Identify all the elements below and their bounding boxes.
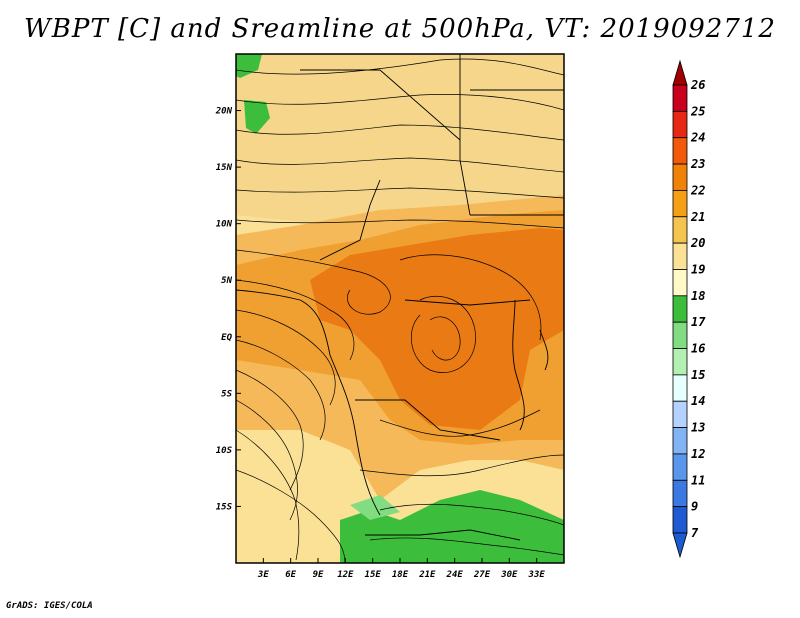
streamlines (236, 58, 564, 563)
x-tick-label: 30E (500, 570, 518, 580)
colorbar-swatch (672, 479, 688, 508)
green-patch-south (340, 490, 564, 563)
x-tick-label: 12E (337, 570, 354, 580)
colorbar-level-label: 15 (691, 368, 705, 382)
green-patch-south-light (350, 495, 400, 520)
green-patch-nw (236, 54, 262, 78)
colorbar-swatch (672, 110, 688, 139)
colorbar-level-label: 9 (691, 500, 698, 514)
colorbar-level-label: 14 (691, 394, 705, 408)
colorbar-level-label: 11 (691, 473, 705, 487)
y-tick-label: EQ (221, 333, 232, 343)
colorbar-swatch (672, 190, 688, 218)
country-borders (236, 54, 564, 541)
field-band-hot (310, 228, 564, 430)
wbpt-field (236, 54, 564, 563)
x-tick-label: 6E (285, 570, 296, 580)
x-tick-label: 9E (313, 570, 324, 580)
colorbar-swatch (672, 216, 688, 244)
colorbar-level-label: 23 (690, 157, 705, 171)
colorbar-top-arrow (672, 59, 688, 86)
colorbar-level-label: 17 (691, 315, 706, 329)
x-tick-label: 27E (473, 570, 491, 580)
colorbar-level-label: 24 (690, 131, 705, 145)
colorbar-swatch (672, 427, 688, 455)
x-tick-label: 24E (446, 570, 464, 580)
colorbar-swatch (672, 84, 688, 112)
colorbar-level-label: 26 (690, 78, 705, 92)
green-patch-w (244, 100, 270, 134)
colorbar-level-label: 13 (691, 421, 705, 435)
colorbar-level-label: 18 (691, 289, 705, 303)
x-tick-label: 15E (365, 570, 382, 580)
colorbar-level-label: 19 (691, 262, 705, 276)
colorbar-swatch (672, 137, 688, 165)
colorbar-level-label: 21 (690, 210, 705, 224)
colorbar-swatch (672, 506, 688, 534)
figure-title: WBPT [C] and Sreamline at 500hPa, VT: 20… (24, 14, 776, 44)
grads-credit: GrADS: IGES/COLA (6, 601, 93, 611)
colorbar-swatch (672, 453, 688, 481)
y-tick-label: 15S (216, 502, 233, 512)
colorbar-level-label: 12 (691, 447, 705, 461)
colorbar-bottom-arrow (672, 532, 688, 559)
colorbar-swatch (672, 400, 688, 428)
colorbar-level-label: 25 (690, 104, 705, 118)
y-tick-label: 5S (221, 389, 232, 399)
colorbar-level-label: 16 (691, 342, 705, 356)
colorbar-level-label: 20 (690, 236, 705, 250)
colorbar-swatch (672, 242, 688, 270)
colorbar-level-label: 7 (691, 526, 699, 540)
colorbar-swatch (672, 348, 688, 376)
colorbar-swatch (672, 295, 688, 323)
colorbar-swatch (672, 163, 688, 191)
y-tick-label: 10N (216, 220, 233, 230)
colorbar-swatch (672, 269, 688, 297)
colorbar-level-label: 22 (690, 183, 705, 197)
y-tick-label: 15N (216, 163, 233, 173)
y-tick-label: 20N (215, 107, 233, 117)
colorbar: 26 25 24 23 22 21 20 19 18 17 16 15 14 13 12 11 9 7 (672, 59, 706, 559)
x-tick-label: 18E (392, 570, 409, 580)
x-tick-label: 3E (257, 570, 269, 580)
colorbar-swatch (672, 374, 688, 402)
y-axis-ticks: 20N 15N 10N 5N EQ 5S 10S 15S (215, 107, 241, 512)
x-axis-ticks: 3E 6E 9E 12E 15E 18E 21E 24E 27E 30E 33E (257, 558, 545, 580)
colorbar-swatch (672, 321, 688, 349)
field-band-north (236, 54, 564, 225)
x-tick-label: 21E (418, 570, 436, 580)
y-tick-label: 10S (216, 446, 233, 456)
y-tick-label: 5N (221, 276, 232, 286)
x-tick-label: 33E (528, 570, 546, 580)
